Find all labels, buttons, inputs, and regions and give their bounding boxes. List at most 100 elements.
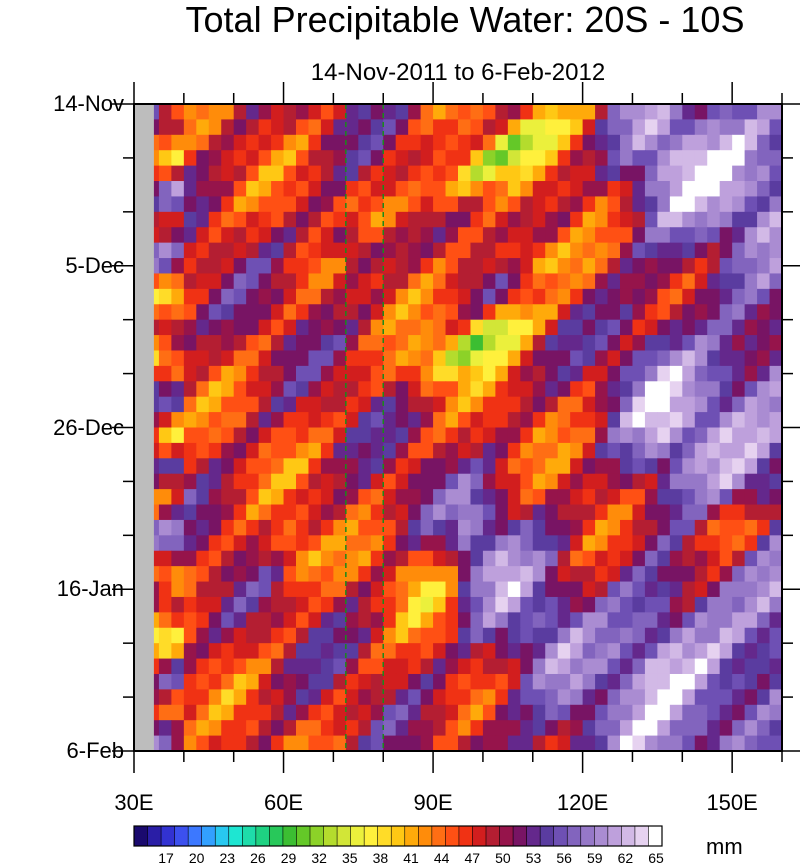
heatmap-cell xyxy=(607,196,621,213)
heatmap-cell xyxy=(482,566,496,583)
heatmap-cell xyxy=(557,704,571,721)
heatmap-cell xyxy=(532,335,546,352)
heatmap-cell xyxy=(545,365,559,382)
heatmap-cell xyxy=(158,473,172,490)
heatmap-cell xyxy=(258,227,272,244)
heatmap-cell xyxy=(545,304,559,321)
heatmap-cell xyxy=(196,288,210,305)
heatmap-cell xyxy=(271,566,285,583)
heatmap-cell xyxy=(644,442,658,459)
heatmap-cell xyxy=(669,119,683,136)
heatmap-cell xyxy=(520,211,534,228)
heatmap-cell xyxy=(183,627,197,644)
heatmap-cell xyxy=(707,519,721,536)
heatmap-cell xyxy=(694,304,708,321)
heatmap-cell xyxy=(420,304,434,321)
heatmap-cell xyxy=(271,550,285,567)
heatmap-cell xyxy=(320,319,334,336)
heatmap-cell xyxy=(433,596,447,613)
heatmap-cell xyxy=(333,581,347,598)
heatmap-cell xyxy=(221,242,235,259)
heatmap-cell xyxy=(196,365,210,382)
heatmap-cell xyxy=(208,396,222,413)
heatmap-cell xyxy=(732,258,746,275)
heatmap-cell xyxy=(383,181,397,198)
heatmap-cell xyxy=(570,288,584,305)
heatmap-cell xyxy=(196,519,210,536)
heatmap-cell xyxy=(607,442,621,459)
heatmap-cell xyxy=(308,596,322,613)
heatmap-cell xyxy=(707,365,721,382)
heatmap-cell xyxy=(707,489,721,506)
heatmap-cell xyxy=(445,704,459,721)
heatmap-cell xyxy=(358,365,372,382)
heatmap-cell xyxy=(171,150,185,167)
heatmap-cell xyxy=(171,504,185,521)
heatmap-cell xyxy=(769,412,783,429)
heatmap-cell xyxy=(570,119,584,136)
heatmap-cell xyxy=(333,442,347,459)
heatmap-cell xyxy=(520,519,534,536)
heatmap-cell xyxy=(271,504,285,521)
heatmap-cell xyxy=(669,181,683,198)
heatmap-cell xyxy=(545,550,559,567)
heatmap-cell xyxy=(482,689,496,706)
heatmap-cell xyxy=(221,427,235,444)
heatmap-cell xyxy=(395,458,409,475)
heatmap-cell xyxy=(370,458,384,475)
heatmap-cell xyxy=(632,704,646,721)
heatmap-cell xyxy=(570,566,584,583)
heatmap-cell xyxy=(682,242,696,259)
heatmap-cell xyxy=(582,381,596,398)
heatmap-cell xyxy=(570,581,584,598)
heatmap-cell xyxy=(582,643,596,660)
heatmap-cell xyxy=(208,134,222,151)
heatmap-cell xyxy=(732,350,746,367)
heatmap-cell xyxy=(769,365,783,382)
heatmap-cell xyxy=(233,181,247,198)
heatmap-cell xyxy=(433,658,447,675)
heatmap-cell xyxy=(545,288,559,305)
heatmap-cell xyxy=(458,165,472,182)
colorbar-units: mm xyxy=(706,834,743,859)
heatmap-cell xyxy=(171,519,185,536)
heatmap-cell xyxy=(320,273,334,290)
heatmap-cell xyxy=(570,689,584,706)
heatmap-cell xyxy=(246,242,260,259)
heatmap-cell xyxy=(507,150,521,167)
heatmap-cell xyxy=(183,227,197,244)
heatmap-cell xyxy=(158,535,172,552)
heatmap-cell xyxy=(719,365,733,382)
heatmap-cell xyxy=(271,658,285,675)
heatmap-cell xyxy=(370,242,384,259)
heatmap-cell xyxy=(744,566,758,583)
heatmap-cell xyxy=(433,442,447,459)
heatmap-cell xyxy=(296,211,310,228)
heatmap-cell xyxy=(345,612,359,629)
heatmap-cell xyxy=(682,720,696,737)
heatmap-cell xyxy=(345,381,359,398)
heatmap-cell xyxy=(208,335,222,352)
heatmap-cell xyxy=(507,535,521,552)
heatmap-cell xyxy=(482,720,496,737)
heatmap-cell xyxy=(258,134,272,151)
heatmap-cell xyxy=(532,720,546,737)
heatmap-cell xyxy=(308,535,322,552)
heatmap-cell xyxy=(383,689,397,706)
heatmap-cell xyxy=(258,473,272,490)
heatmap-cell xyxy=(445,304,459,321)
heatmap-cell xyxy=(271,412,285,429)
heatmap-cell xyxy=(358,273,372,290)
heatmap-cell xyxy=(769,720,783,737)
heatmap-cell xyxy=(221,304,235,321)
heatmap-cell xyxy=(694,150,708,167)
heatmap-cell xyxy=(208,150,222,167)
heatmap-cell xyxy=(707,596,721,613)
heatmap-cell xyxy=(383,704,397,721)
heatmap-cell xyxy=(620,427,634,444)
heatmap-cell xyxy=(495,119,509,136)
heatmap-cell xyxy=(557,596,571,613)
heatmap-cell xyxy=(470,596,484,613)
heatmap-cell xyxy=(283,535,297,552)
heatmap-cell xyxy=(595,627,609,644)
